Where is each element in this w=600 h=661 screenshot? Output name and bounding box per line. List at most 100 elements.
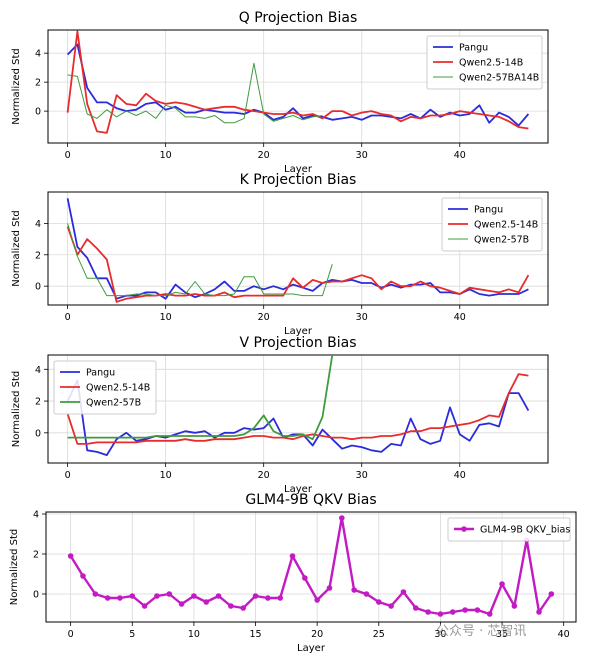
data-point	[351, 587, 357, 593]
x-tick-label: 0	[65, 150, 71, 161]
chart-2: 0 10 20 30 40 0 2 4 K Projection Bias Layer Normal…	[11, 172, 549, 337]
data-point	[536, 609, 542, 615]
y-tick-label: 0	[35, 428, 41, 439]
x-tick-label: 20	[311, 629, 323, 640]
y-axis-label: Normalized Std	[11, 210, 22, 287]
data-point	[228, 603, 234, 609]
data-point	[166, 591, 173, 597]
y-tick-label: 0	[35, 107, 41, 118]
x-tick-label: 30	[356, 470, 368, 481]
x-tick-label: 40	[558, 629, 570, 640]
data-point	[215, 593, 222, 599]
data-point	[302, 575, 308, 581]
data-point	[80, 573, 86, 579]
data-point	[425, 609, 431, 615]
y-tick-label: 2	[35, 78, 41, 89]
data-point	[265, 595, 271, 601]
chart-title: V Projection Bias	[239, 335, 356, 351]
chart-4: 0 5 10 15 20 25 30 35 40 0 2 4 GLM4-9B QKV Bias Layer…	[9, 492, 577, 654]
x-axis-label: Layer	[284, 484, 313, 495]
x-tick-label: 10	[160, 150, 172, 161]
data-point	[486, 611, 493, 617]
y-tick-label: 0	[33, 590, 39, 601]
y-tick-label: 4	[33, 510, 39, 521]
chart-1: 0 10 20 30 40 0 2 4 Q Projection Bias Layer Normal…	[11, 10, 549, 175]
chart-title: K Projection Bias	[240, 172, 357, 188]
series-line-qwen2-5-14b	[66, 30, 529, 134]
legend-label: Qwen2-57B	[474, 235, 529, 246]
data-point	[178, 601, 185, 607]
data-point	[141, 603, 148, 609]
y-axis-label: Normalized Std	[9, 529, 20, 606]
series-line-glm4-9b-qkv-bias	[69, 516, 553, 616]
y-axis-label: Normalized Std	[11, 48, 22, 125]
x-axis-label: Layer	[284, 326, 313, 337]
data-point	[462, 607, 468, 613]
y-tick-label: 2	[35, 397, 41, 408]
y-tick-label: 2	[35, 250, 41, 261]
chart-title: GLM4-9B QKV Bias	[245, 492, 376, 508]
plot-frame	[47, 29, 549, 144]
data-point	[326, 585, 333, 591]
y-axis-label: Normalized Std	[11, 371, 22, 448]
data-point	[314, 597, 320, 603]
data-point	[117, 595, 123, 601]
x-tick-label: 0	[68, 629, 74, 640]
x-tick-label: 10	[160, 312, 172, 323]
data-point	[203, 599, 210, 605]
legend-label: Pangu	[459, 43, 488, 54]
legend-label: Qwen2-57BA14B	[459, 73, 539, 84]
plot-frame	[45, 511, 577, 623]
data-point	[511, 603, 518, 609]
series-line-qwen2-57b	[67, 355, 334, 441]
plot-frame	[47, 354, 549, 464]
watermark-text: 公众号 · 芯智讯	[436, 624, 527, 639]
x-axis-label: Layer	[284, 164, 313, 175]
data-point	[252, 593, 259, 599]
data-point	[412, 605, 419, 611]
x-tick-label: 30	[434, 629, 446, 640]
data-point	[449, 609, 456, 615]
y-tick-label: 4	[35, 365, 41, 376]
data-point	[104, 595, 111, 601]
x-tick-label: 35	[496, 629, 508, 640]
data-point	[388, 603, 394, 609]
x-tick-label: 0	[65, 470, 71, 481]
x-tick-label: 40	[454, 150, 466, 161]
chart-title: Q Projection Bias	[239, 10, 358, 26]
legend-box	[53, 360, 157, 415]
data-point	[499, 581, 505, 587]
x-tick-label: 40	[454, 470, 466, 481]
data-point	[191, 593, 197, 599]
legend-label: Qwen2.5-14B	[474, 220, 538, 231]
x-tick-label: 10	[188, 629, 200, 640]
chart-3: 0 10 20 30 40 0 2 4 V Projection Bias Layer Normal…	[11, 335, 549, 495]
x-tick-label: 20	[258, 312, 270, 323]
data-point	[400, 589, 407, 595]
x-tick-label: 0	[65, 312, 71, 323]
x-tick-label: 15	[249, 629, 261, 640]
x-tick-label: 20	[258, 150, 270, 161]
data-point	[67, 553, 74, 559]
legend-label: Qwen2.5-14B	[459, 58, 523, 69]
x-tick-label: 5	[129, 629, 135, 640]
series-line-qwen2-57ba14b	[67, 62, 323, 124]
data-point	[363, 591, 370, 597]
legend-box	[426, 35, 543, 90]
series-line-qwen2-5-14b	[66, 373, 529, 445]
y-tick-label: 2	[33, 550, 39, 561]
y-tick-label: 0	[35, 282, 41, 293]
series-line-qwen2-57b	[67, 223, 333, 297]
legend-box	[441, 197, 543, 252]
y-tick-label: 4	[35, 49, 41, 60]
legend-label: GLM4-9B QKV_bias	[480, 525, 570, 536]
data-point	[375, 599, 382, 605]
x-axis-label: Layer	[297, 643, 326, 654]
x-tick-label: 30	[356, 150, 368, 161]
series-line-pangu	[66, 198, 529, 300]
data-point	[437, 611, 444, 617]
data-point	[92, 591, 99, 597]
legend-label: Pangu	[474, 205, 503, 216]
legend-marker	[461, 526, 467, 532]
